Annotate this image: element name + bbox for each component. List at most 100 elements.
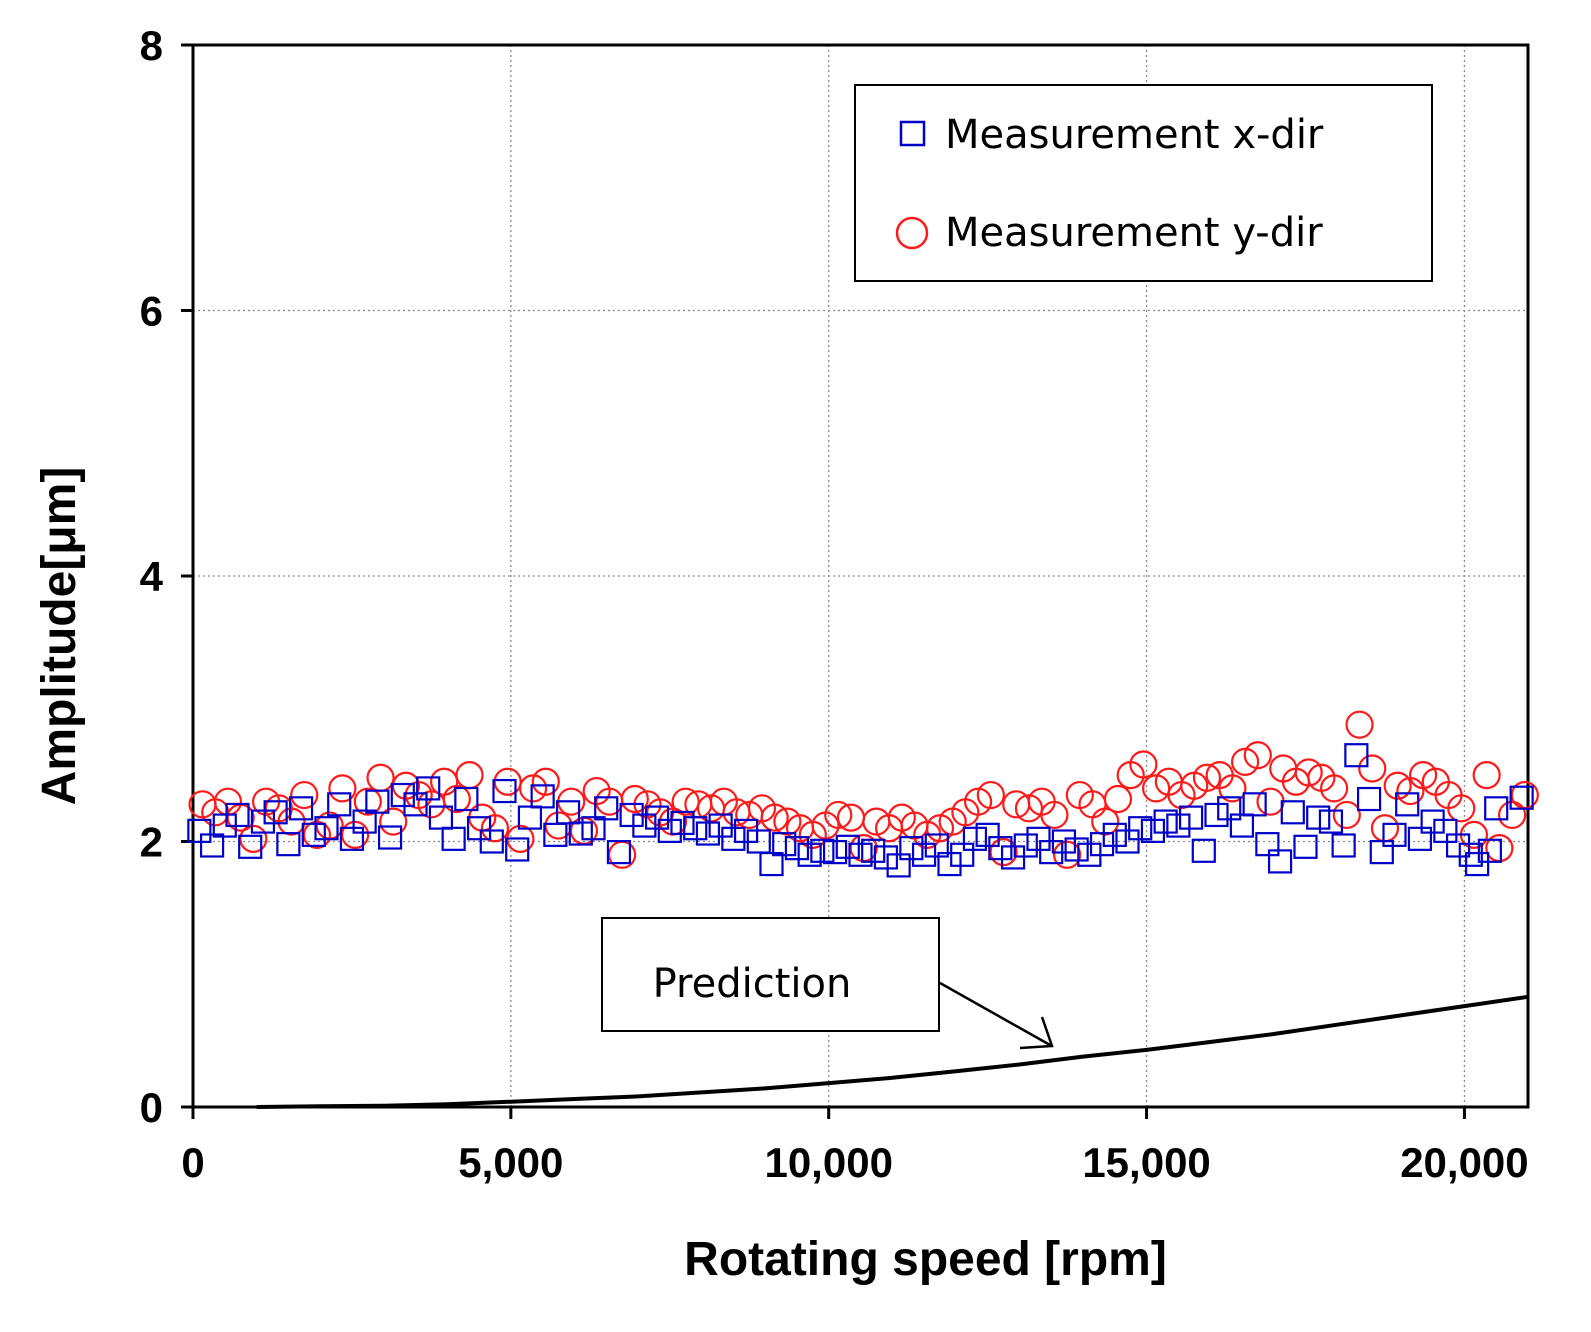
- data-point-y-dir: [430, 767, 459, 796]
- data-point-x-dir: [1204, 802, 1229, 828]
- axis-ticks: [181, 43, 1466, 1119]
- y-tick-labels: 0 2 4 6 8: [140, 22, 164, 1131]
- data-point-x-dir: [568, 821, 593, 846]
- data-point-x-dir: [377, 825, 403, 850]
- data-point-y-dir: [290, 780, 319, 810]
- data-point-y-dir: [925, 814, 955, 843]
- prediction-line: [256, 994, 1529, 1109]
- y-tick-label: 4: [140, 553, 164, 600]
- data-point-y-dir: [1231, 747, 1260, 776]
- data-point-y-dir: [1370, 814, 1400, 843]
- data-point-x-dir: [530, 784, 555, 809]
- data-point-x-dir: [1178, 805, 1204, 830]
- data-point-x-dir: [314, 816, 339, 841]
- x-tick-label: 0: [181, 1139, 204, 1186]
- data-point-y-dir: [341, 820, 370, 849]
- data-point-x-dir: [873, 845, 899, 870]
- data-point-x-dir: [886, 853, 911, 878]
- data-point-x-dir: [670, 810, 695, 836]
- data-point-x-dir: [1013, 833, 1038, 858]
- annotation-arrow: [939, 981, 1051, 1047]
- data-point-y-dir: [328, 774, 357, 803]
- x-tick-label: 5,000: [458, 1139, 563, 1186]
- data-point-y-dir: [1447, 794, 1476, 823]
- data-point-x-dir: [327, 792, 352, 817]
- data-point-x-dir: [238, 834, 263, 859]
- data-point-x-dir: [1051, 829, 1077, 854]
- data-point-x-dir: [1191, 838, 1216, 863]
- data-point-x-dir: [683, 816, 708, 841]
- data-point-x-dir: [479, 829, 504, 854]
- data-point-x-dir: [492, 778, 517, 804]
- annotation-box: [601, 917, 940, 1032]
- data-point-y-dir: [366, 763, 395, 792]
- data-point-y-dir: [1383, 771, 1412, 800]
- data-point-x-dir: [1102, 822, 1127, 847]
- data-point-y-dir: [1040, 800, 1069, 830]
- data-point-y-dir: [1129, 750, 1158, 779]
- data-point-y-dir: [353, 787, 382, 816]
- data-point-y-dir: [1332, 800, 1361, 830]
- data-point-x-dir: [428, 805, 454, 830]
- data-point-x-dir: [1484, 796, 1509, 821]
- annotation-label: Prediction: [653, 961, 852, 1007]
- data-point-x-dir: [1128, 816, 1153, 841]
- data-point-x-dir: [759, 851, 784, 877]
- data-point-x-dir: [1153, 809, 1178, 834]
- y-tick-label: 8: [140, 22, 163, 69]
- data-point-x-dir: [835, 834, 860, 859]
- data-point-x-dir: [988, 836, 1013, 861]
- data-point-y-dir: [531, 767, 560, 796]
- data-point-x-dir: [403, 792, 428, 817]
- data-point-y-dir: [493, 767, 522, 796]
- data-point-x-dir: [263, 800, 288, 825]
- data-point-x-dir: [784, 836, 810, 861]
- data-point-x-dir: [505, 837, 530, 862]
- data-point-x-dir: [1477, 838, 1502, 863]
- data-point-x-dir: [390, 782, 415, 808]
- data-point-x-dir: [581, 816, 606, 841]
- data-point-x-dir: [632, 813, 657, 838]
- data-point-x-dir: [1140, 818, 1166, 843]
- data-point-y-dir: [455, 761, 484, 790]
- data-point-x-dir: [594, 796, 619, 821]
- prediction-annotation: Prediction: [601, 917, 1054, 1050]
- data-point-x-dir: [416, 776, 441, 801]
- data-point-x-dir: [466, 816, 492, 841]
- data-point-x-dir: [339, 826, 365, 851]
- data-point-y-dir: [824, 800, 853, 830]
- legend-label-y-dir: Measurement y-dir: [945, 210, 1323, 256]
- y-tick-label: 0: [140, 1084, 163, 1131]
- data-point-y-dir: [1091, 807, 1120, 836]
- data-point-y-dir: [773, 807, 802, 836]
- data-point-x-dir: [746, 829, 771, 854]
- data-point-x-dir: [1217, 796, 1242, 821]
- data-point-x-dir: [1115, 829, 1140, 854]
- data-point-y-dir: [1192, 763, 1222, 792]
- data-point-y-dir: [480, 814, 510, 843]
- data-point-x-dir: [1306, 805, 1331, 830]
- x-tick-label: 10,000: [764, 1139, 892, 1186]
- data-point-y-dir: [1498, 800, 1527, 830]
- y-tick-label: 2: [140, 819, 163, 866]
- data-point-y-dir: [1345, 710, 1374, 739]
- data-point-x-dir: [225, 802, 250, 828]
- legend-marker-square: [899, 120, 926, 147]
- data-point-x-dir: [517, 805, 543, 830]
- data-point-x-dir: [975, 822, 1000, 847]
- data-point-y-dir: [989, 838, 1018, 867]
- data-point-x-dir: [772, 832, 797, 857]
- data-point-x-dir: [1445, 833, 1471, 858]
- data-point-x-dir: [1267, 849, 1293, 874]
- data-point-x-dir: [1242, 792, 1267, 817]
- data-point-x-dir: [441, 826, 466, 851]
- legend: Measurement x-dir Measurement y-dir: [854, 84, 1433, 282]
- x-tick-labels: 0 5,000 10,000 15,000 20,000: [181, 1139, 1528, 1186]
- data-point-x-dir: [911, 842, 937, 867]
- x-tick-label: 20,000: [1400, 1139, 1528, 1186]
- data-point-x-dir: [1089, 832, 1115, 857]
- data-point-x-dir: [1064, 837, 1089, 862]
- data-point-y-dir: [1294, 758, 1323, 787]
- data-point-y-dir: [379, 807, 408, 836]
- data-point-x-dir: [1229, 813, 1255, 838]
